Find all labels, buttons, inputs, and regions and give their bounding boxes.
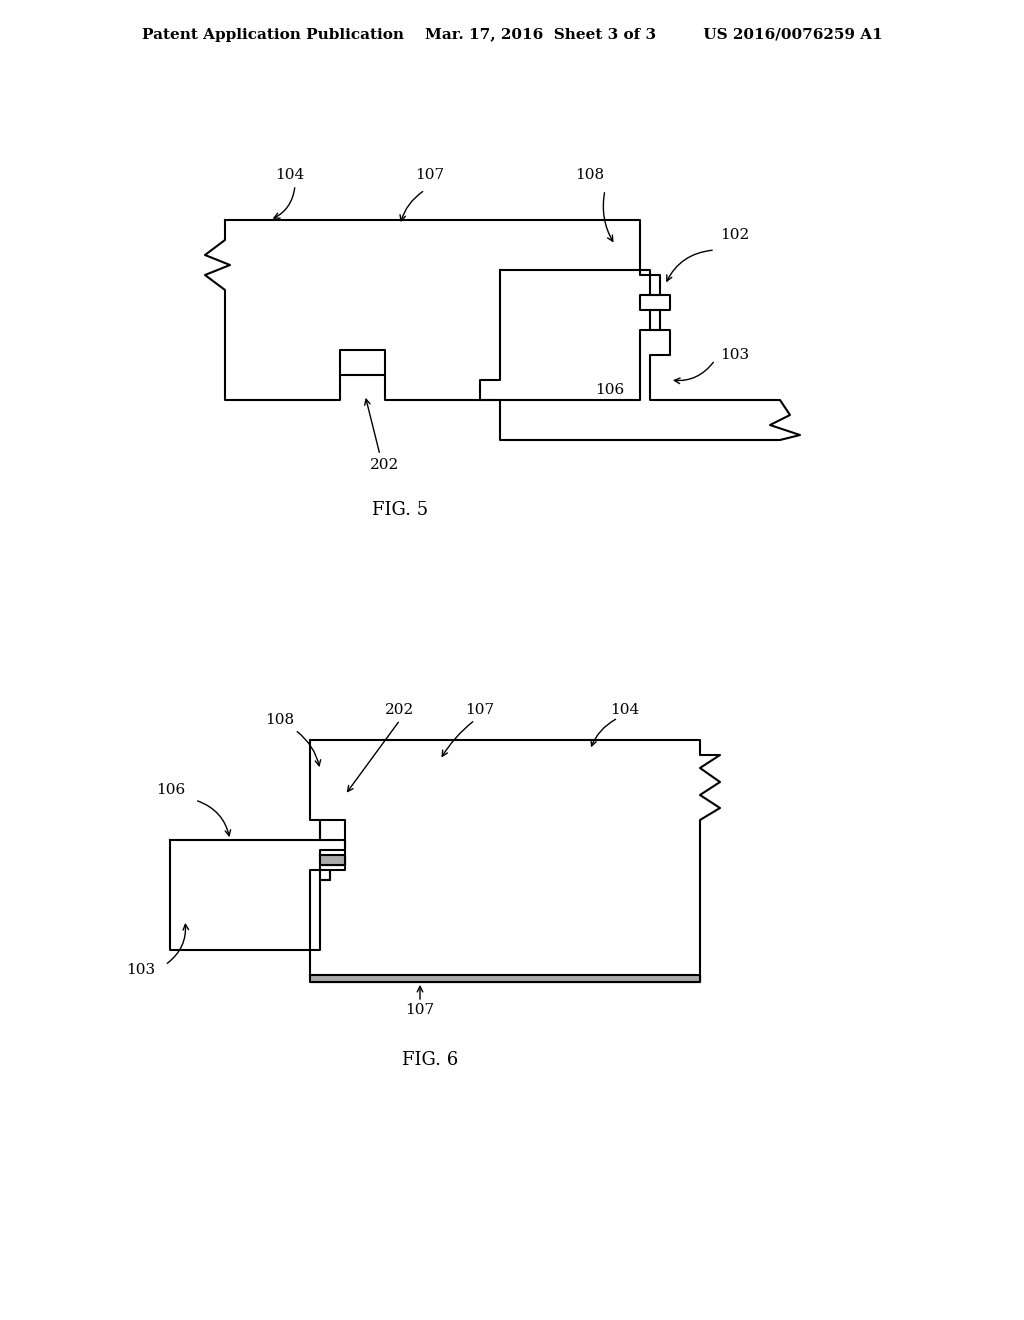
Text: 103: 103 [126, 964, 155, 977]
Text: 202: 202 [385, 704, 415, 717]
Text: 102: 102 [720, 228, 750, 242]
Text: 106: 106 [595, 383, 625, 397]
Text: 106: 106 [156, 783, 185, 797]
Text: FIG. 5: FIG. 5 [372, 502, 428, 519]
Polygon shape [319, 855, 345, 865]
Text: Patent Application Publication    Mar. 17, 2016  Sheet 3 of 3         US 2016/00: Patent Application Publication Mar. 17, … [141, 28, 883, 42]
Text: 108: 108 [265, 713, 295, 727]
Text: 107: 107 [416, 168, 444, 182]
Text: 108: 108 [575, 168, 604, 182]
Text: 107: 107 [406, 1003, 434, 1016]
Text: 103: 103 [720, 348, 750, 362]
Text: 107: 107 [466, 704, 495, 717]
Text: 104: 104 [610, 704, 639, 717]
Polygon shape [310, 975, 700, 982]
Text: 104: 104 [275, 168, 304, 182]
Text: FIG. 6: FIG. 6 [401, 1051, 458, 1069]
Text: 202: 202 [371, 458, 399, 473]
